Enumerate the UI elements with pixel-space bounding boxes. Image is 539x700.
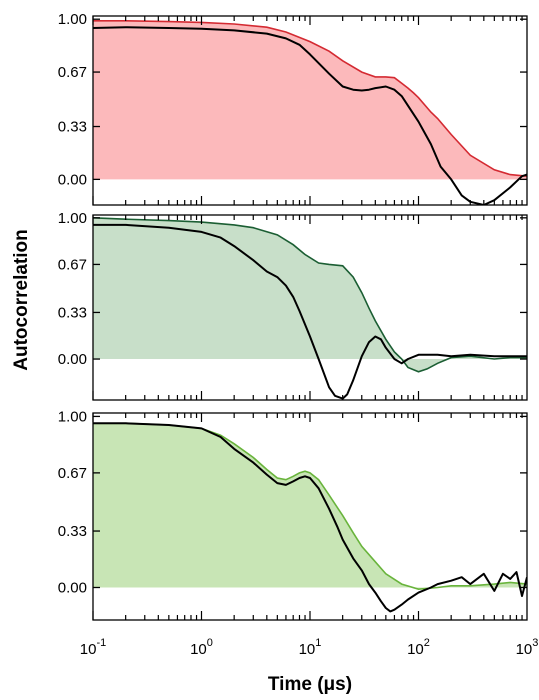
series-line-filled: [93, 217, 527, 373]
x-tick-label: 103: [516, 637, 539, 658]
y-tick-label: 0.33: [58, 119, 87, 136]
y-tick-label: 0.33: [58, 304, 87, 321]
y-tick-label: 0.00: [58, 351, 87, 368]
series-line-black: [93, 26, 527, 205]
series-line-filled: [93, 20, 527, 177]
x-tick-label: 101: [299, 637, 322, 658]
y-tick-label: 0.67: [58, 256, 87, 273]
chart-panels: 1.00 0.67 0.33 0.00 1.00 0.67 0.33 0.00 1.00 0.67…: [58, 11, 528, 621]
series-line-filled: [93, 422, 527, 591]
y-tick-label: 1.00: [58, 11, 87, 28]
y-tick-label: 1.00: [58, 408, 87, 425]
series-line-black: [93, 422, 527, 613]
y-tick-label: 1.00: [58, 210, 87, 227]
y-axis-title: Autocorrelation: [11, 229, 32, 370]
panel-top: 1.00 0.67 0.33 0.00: [58, 11, 528, 206]
x-axis-tick-labels: 10-1 100 101 102 103: [80, 637, 539, 658]
panel-middle: 1.00 0.67 0.33 0.00: [58, 210, 528, 401]
y-tick-label: 0.00: [58, 579, 87, 596]
y-tick-label: 0.33: [58, 523, 87, 540]
y-tick-label: 0.67: [58, 64, 87, 81]
x-axis-title: Time (μs): [268, 674, 352, 695]
series-fill-area: [93, 20, 527, 180]
series-fill-area: [93, 217, 527, 372]
y-tick-label: 0.00: [58, 171, 87, 188]
series-fill-area: [93, 423, 527, 590]
panel-bottom: 1.00 0.67 0.33 0.00: [58, 408, 528, 621]
y-tick-label: 0.67: [58, 465, 87, 482]
x-tick-label: 100: [190, 637, 213, 658]
x-tick-label: 102: [407, 637, 430, 658]
x-tick-label: 10-1: [80, 637, 106, 658]
